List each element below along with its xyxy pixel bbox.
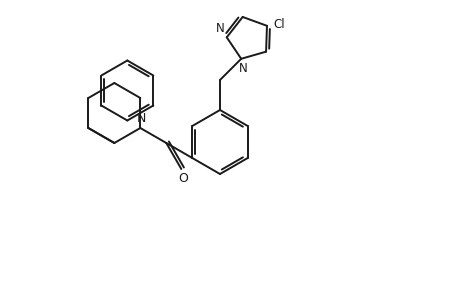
Text: N: N	[136, 112, 146, 125]
Text: Cl: Cl	[272, 18, 284, 31]
Text: N: N	[216, 22, 224, 35]
Text: N: N	[238, 62, 247, 75]
Text: O: O	[178, 172, 188, 185]
